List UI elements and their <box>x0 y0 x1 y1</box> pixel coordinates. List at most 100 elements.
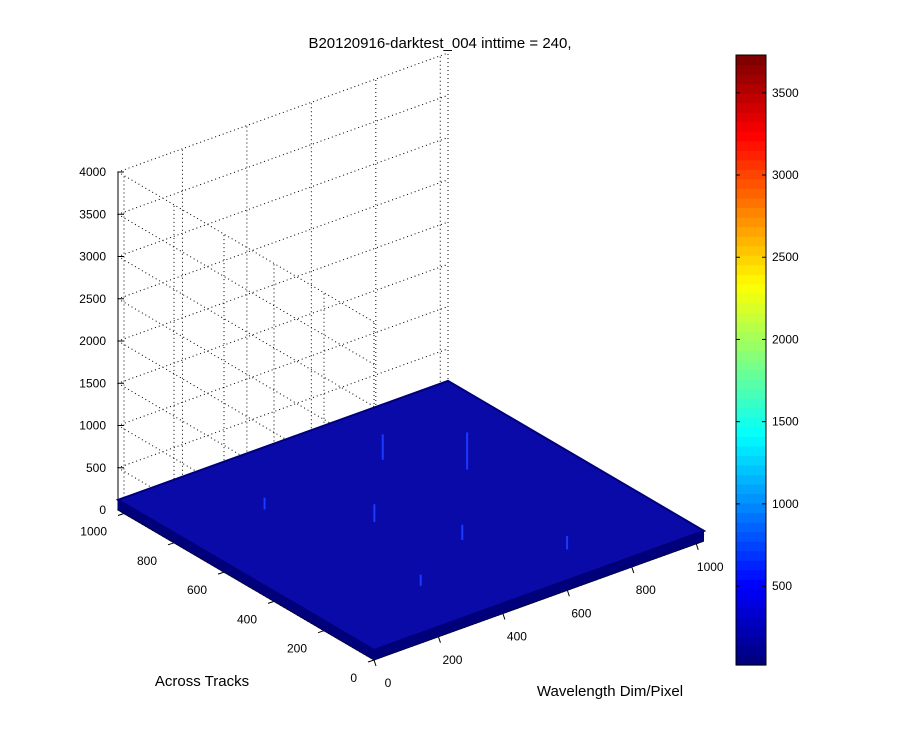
colorbar-swatch-15 <box>736 512 766 523</box>
x-tick-mark-5 <box>695 543 699 550</box>
x-tick-label-2: 400 <box>507 630 527 644</box>
colorbar-swatch-24 <box>736 426 766 437</box>
colorbar-swatch-21 <box>736 455 766 466</box>
z-tick-label-7: 3500 <box>79 207 106 221</box>
colorbar-swatch-54 <box>736 140 766 151</box>
colorbar-swatch-62 <box>736 64 766 75</box>
colorbar-swatch-6 <box>736 598 766 609</box>
colorbar-swatch-34 <box>736 331 766 342</box>
z-tick-label-5: 2500 <box>79 292 106 306</box>
colorbar-swatch-8 <box>736 579 766 590</box>
colorbar-swatch-52 <box>736 159 766 170</box>
colorbar-swatch-11 <box>736 550 766 561</box>
colorbar-swatch-13 <box>736 531 766 542</box>
y-tick-mark-4 <box>167 542 175 546</box>
tick-layer: 0 200 400 600 800 1000 0 200 400 600 800 1000 0 500 10… <box>79 165 724 690</box>
colorbar-swatch-2 <box>736 636 766 647</box>
colorbar-swatch-42 <box>736 255 766 266</box>
colorbar-tick-label-3: 2000 <box>772 332 799 346</box>
colorbar-swatch-57 <box>736 112 766 123</box>
x-tick-mark-1 <box>437 636 441 643</box>
z-tick-label-2: 1000 <box>79 419 106 433</box>
colorbar-tick-label-0: 500 <box>772 579 792 593</box>
y-tick-label-2: 400 <box>237 612 257 626</box>
colorbar-swatch-31 <box>736 360 766 371</box>
colorbar-tick-label-4: 2500 <box>772 250 799 264</box>
y-tick-label-1: 200 <box>287 642 307 656</box>
colorbar-swatch-1 <box>736 645 766 657</box>
colorbar-swatch-17 <box>736 493 766 504</box>
colorbar-swatch-60 <box>736 83 766 94</box>
colorbar-swatch-26 <box>736 407 766 418</box>
colorbar-swatch-5 <box>736 607 766 618</box>
colorbar-swatch-19 <box>736 474 766 485</box>
y-tick-mark-3 <box>217 571 225 575</box>
colorbar-swatch-40 <box>736 274 766 285</box>
colorbar-swatch-48 <box>736 197 766 209</box>
z-tick-label-4: 2000 <box>79 334 106 348</box>
y-tick-label-5: 1000 <box>80 525 107 539</box>
colorbar-swatch-49 <box>736 188 766 199</box>
surface-edge-front-right <box>373 532 705 653</box>
x-tick-label-0: 0 <box>385 676 392 690</box>
colorbar-swatch-50 <box>736 178 766 190</box>
colorbar-swatch-38 <box>736 293 766 304</box>
colorbar-swatch-25 <box>736 417 766 428</box>
colorbar-swatch-33 <box>736 340 766 352</box>
colorbar-swatch-16 <box>736 502 766 514</box>
colorbar-swatch-58 <box>736 102 766 113</box>
colorbar-swatch-4 <box>736 617 766 628</box>
surface-edge-front-left <box>117 499 375 652</box>
colorbar-swatch-10 <box>736 560 766 571</box>
colorbar-swatch-32 <box>736 350 766 361</box>
colorbar-swatch-18 <box>736 483 766 495</box>
x-tick-label-4: 800 <box>636 583 656 597</box>
y-tick-label-3: 600 <box>187 583 207 597</box>
colorbar-swatch-23 <box>736 436 766 447</box>
colorbar-swatch-51 <box>736 169 766 180</box>
colorbar-swatch-27 <box>736 398 766 409</box>
colorbar-frame <box>735 54 767 666</box>
z-tick-label-8: 4000 <box>79 165 106 179</box>
colorbar-tick-label-5: 3000 <box>772 168 799 182</box>
colorbar-swatch-63 <box>736 55 766 66</box>
colorbar-tick-label-2: 1500 <box>772 415 799 429</box>
colorbar-swatch-41 <box>736 264 766 275</box>
y-tick-mark-0 <box>367 659 375 663</box>
colorbar-swatch-61 <box>736 74 766 85</box>
colorbar-swatch-55 <box>736 131 766 142</box>
colorbar-swatch-22 <box>736 445 766 456</box>
z-tick-label-3: 1500 <box>79 376 106 390</box>
colorbar-swatch-44 <box>736 236 766 247</box>
colorbar-swatch-7 <box>736 588 766 599</box>
colorbar-swatch-35 <box>736 321 766 333</box>
colorbar-swatch-45 <box>736 226 766 237</box>
spike-layer <box>263 432 569 586</box>
colorbar-swatch-53 <box>736 150 766 161</box>
colorbar-swatch-59 <box>736 93 766 104</box>
colorbar-swatch-0 <box>736 655 766 666</box>
colorbar-swatch-20 <box>736 464 766 475</box>
colorbar-swatch-3 <box>736 626 766 638</box>
x-tick-label-5: 1000 <box>697 560 724 574</box>
x-tick-mark-0 <box>373 659 377 667</box>
colorbar-tick-label-6: 3500 <box>772 86 799 100</box>
x-tick-mark-3 <box>566 590 570 597</box>
colorbar-swatch-47 <box>736 207 766 218</box>
surface-plane <box>115 379 707 651</box>
x-tick-label-3: 600 <box>571 606 591 620</box>
y-tick-label-4: 800 <box>137 554 157 568</box>
colorbar-swatch-43 <box>736 245 766 256</box>
colorbar-tick-label-1: 1000 <box>772 497 799 511</box>
colorbar-swatch-37 <box>736 302 766 313</box>
colorbar-swatch-36 <box>736 312 766 323</box>
colorbar-swatch-39 <box>736 283 766 294</box>
y-tick-mark-1 <box>317 630 325 634</box>
y-tick-mark-2 <box>267 600 275 604</box>
z-tick-label-0: 0 <box>99 503 106 517</box>
colorbar-swatch-28 <box>736 388 766 399</box>
colorbar-swatch-9 <box>736 569 766 580</box>
surface-layer <box>115 379 707 660</box>
